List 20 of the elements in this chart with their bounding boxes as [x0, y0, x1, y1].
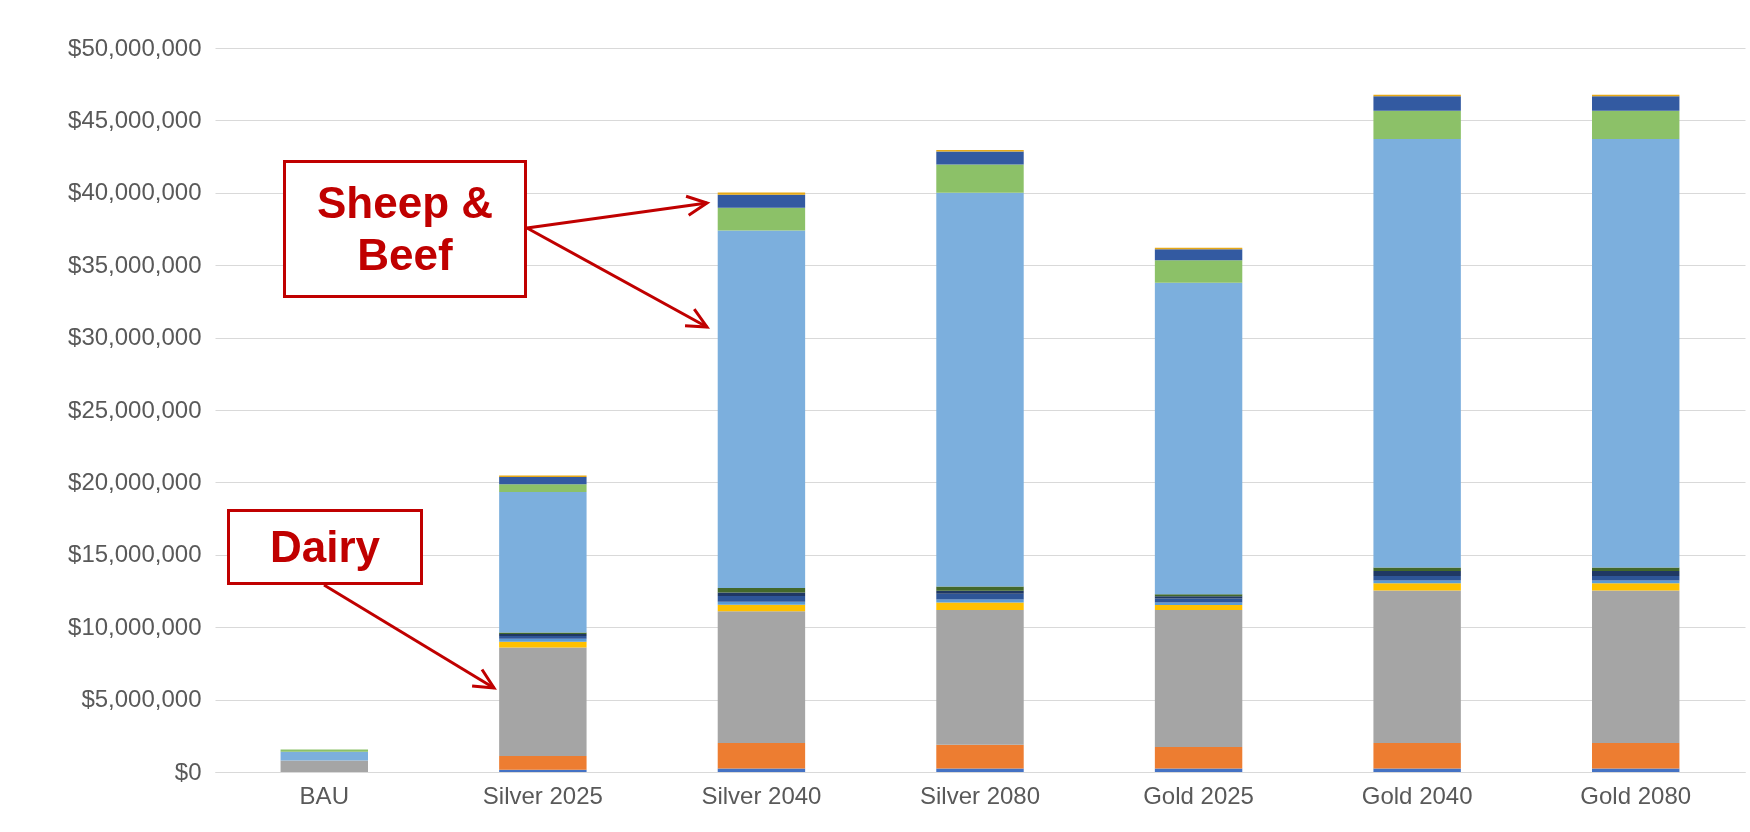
y-tick-label: $30,000,000 — [68, 323, 202, 351]
x-tick-label: Gold 2080 — [1580, 781, 1692, 809]
y-tick-label: $25,000,000 — [68, 395, 202, 423]
y-tick-label: $0 — [174, 757, 202, 785]
x-tick-label: Gold 2025 — [1143, 781, 1254, 809]
annotation: Sheep & Beef — [315, 177, 494, 281]
y-tick-label: $10,000,000 — [68, 612, 202, 640]
y-tick-label: $15,000,000 — [68, 540, 202, 568]
y-tick-label: $35,000,000 — [68, 250, 202, 278]
x-tick-label: Silver 2040 — [701, 781, 822, 809]
x-tick-label: Silver 2080 — [919, 781, 1041, 809]
x-tick-label: Gold 2040 — [1361, 781, 1473, 809]
x-tick-label: BAU — [299, 781, 349, 809]
x-tick-label: Silver 2025 — [482, 781, 603, 809]
y-tick-label: $45,000,000 — [68, 105, 202, 133]
annotation: Dairy — [268, 521, 382, 573]
y-tick-label: $20,000,000 — [68, 467, 202, 495]
y-tick-label: $40,000,000 — [68, 178, 202, 206]
y-tick-label: $50,000,000 — [68, 33, 202, 61]
y-tick-label: $5,000,000 — [81, 685, 202, 713]
